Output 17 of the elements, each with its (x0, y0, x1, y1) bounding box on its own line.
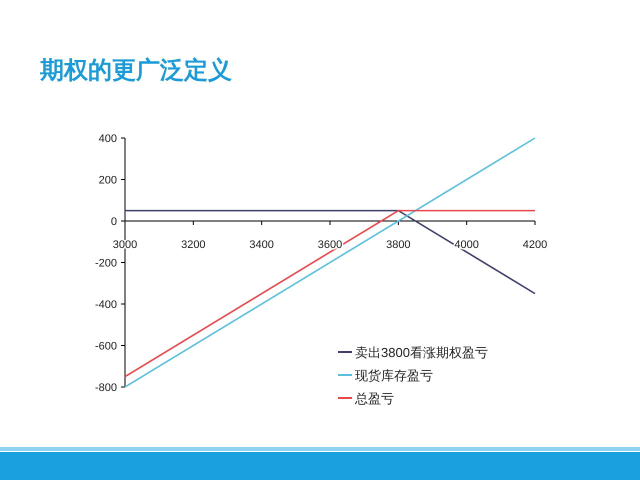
y-tick-label: -400 (94, 299, 117, 311)
y-tick-label: -600 (94, 340, 117, 352)
y-tick-label: -200 (94, 258, 117, 270)
x-tick-label: 3400 (249, 239, 274, 251)
y-tick-label: 0 (110, 216, 117, 228)
x-tick-label: 3200 (181, 239, 206, 251)
x-tick-label: 4200 (522, 239, 548, 251)
legend-label: 现货库存盈亏 (355, 368, 433, 383)
y-tick-label: -800 (94, 382, 117, 394)
y-tick-label: 400 (98, 133, 117, 145)
legend-label: 卖出3800看涨期权盈亏 (355, 345, 488, 360)
x-tick-label: 3800 (386, 239, 411, 251)
y-tick-label: 200 (98, 174, 117, 186)
x-tick-label: 3600 (318, 239, 342, 251)
legend-label: 总盈亏 (354, 391, 394, 406)
x-tick-label: 4000 (454, 239, 479, 251)
chart-title: 期权的更广泛定义 (39, 57, 232, 84)
